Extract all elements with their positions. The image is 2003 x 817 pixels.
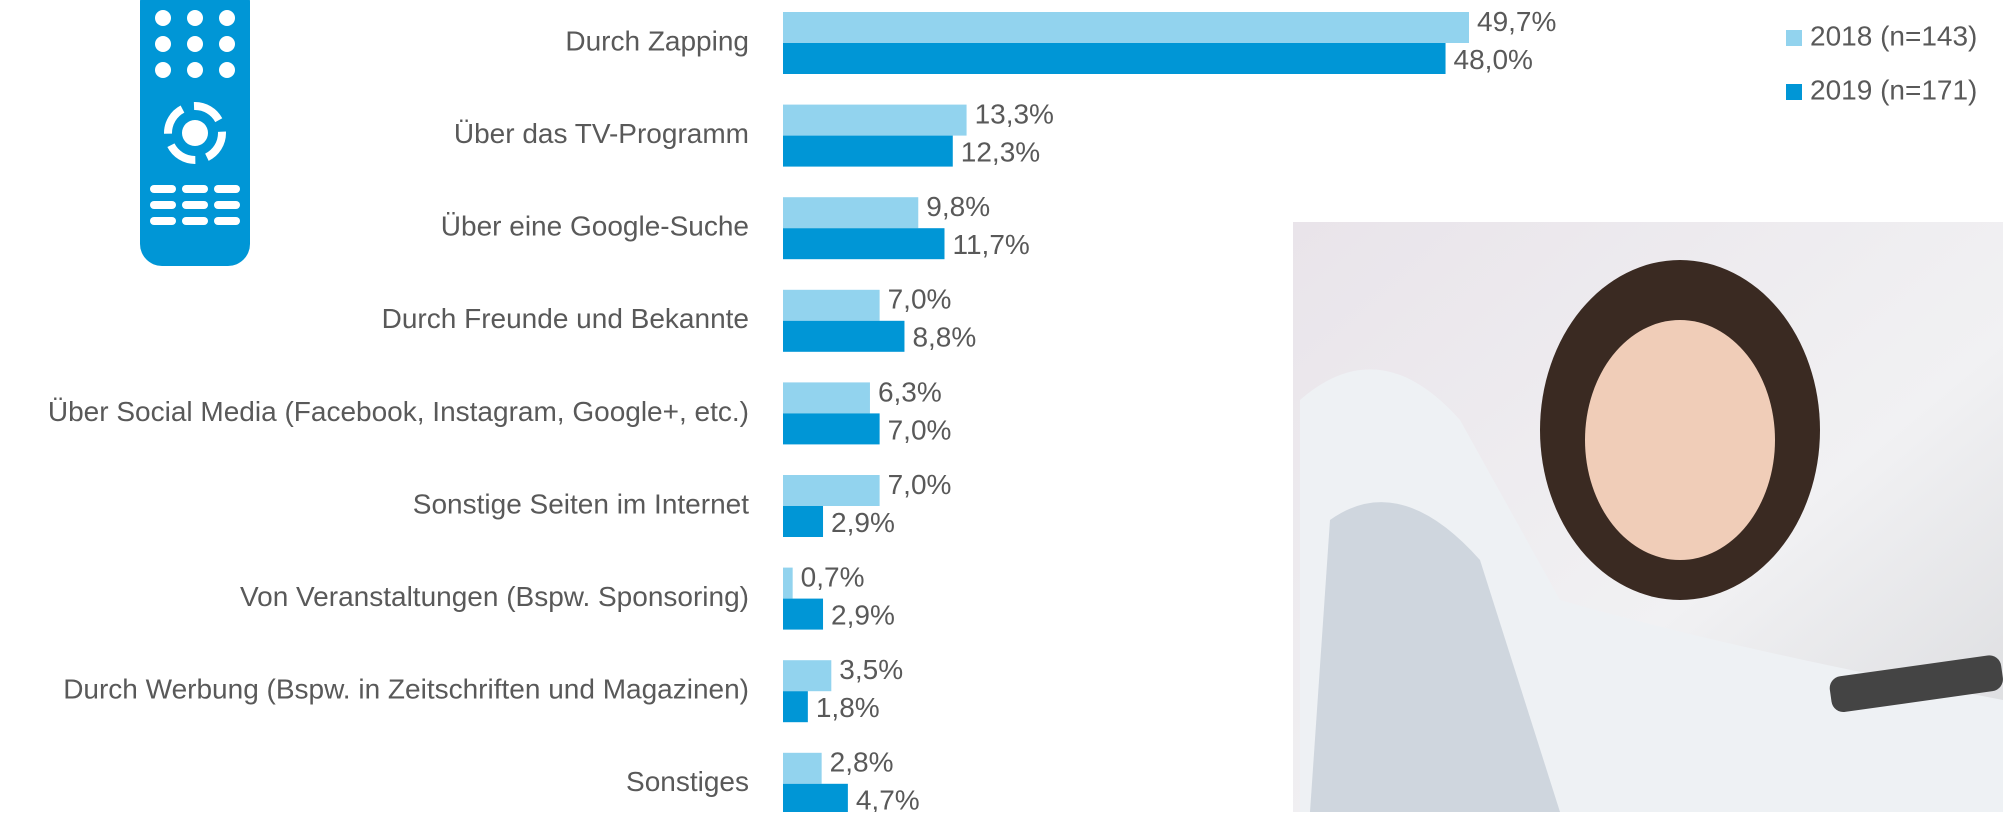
- value-label: 1,8%: [816, 692, 880, 723]
- bar: [783, 228, 944, 259]
- bar: [783, 691, 808, 722]
- bar: [783, 413, 880, 444]
- bar: [783, 43, 1446, 74]
- value-label: 13,3%: [975, 98, 1054, 129]
- value-label: 11,7%: [952, 229, 1029, 260]
- category-label: Über eine Google-Suche: [441, 211, 749, 242]
- bar: [783, 506, 823, 537]
- value-label: 6,3%: [878, 376, 942, 407]
- value-label: 48,0%: [1454, 44, 1533, 75]
- legend-label: 2019 (n=171): [1810, 74, 1977, 105]
- page: Durch Zapping 49,7% 48,0% Über das TV-Progr…: [0, 0, 2003, 812]
- value-label: 9,8%: [926, 191, 990, 222]
- bar: [783, 753, 822, 784]
- value-label: 7,0%: [888, 284, 952, 315]
- bar: [783, 12, 1469, 43]
- bar: [783, 568, 793, 599]
- category-label: Sonstiges: [626, 766, 749, 797]
- remote-icon: [140, 0, 250, 266]
- value-label: 2,9%: [831, 599, 895, 630]
- bar: [783, 475, 880, 506]
- value-label: 49,7%: [1477, 6, 1556, 37]
- bar: [783, 197, 918, 228]
- category-label: Durch Freunde und Bekannte: [382, 303, 749, 334]
- value-label: 4,7%: [856, 785, 920, 812]
- bar: [783, 321, 904, 352]
- value-label: 2,9%: [831, 507, 895, 538]
- value-label: 0,7%: [801, 561, 865, 592]
- value-label: 7,0%: [888, 469, 952, 500]
- bar: [783, 382, 870, 413]
- category-label: Über Social Media (Facebook, Instagram, …: [48, 396, 749, 427]
- value-label: 8,8%: [912, 322, 976, 353]
- category-label: Von Veranstaltungen (Bspw. Sponsoring): [240, 581, 749, 612]
- category-label: Durch Zapping: [565, 25, 749, 56]
- value-label: 2,8%: [830, 747, 894, 778]
- bar: [783, 660, 831, 691]
- legend-swatch: [1786, 30, 1802, 46]
- photo: [1293, 222, 2003, 812]
- chart: Durch Zapping 49,7% 48,0% Über das TV-Progr…: [0, 0, 2003, 812]
- legend-swatch: [1786, 84, 1802, 100]
- legend-label: 2018 (n=143): [1810, 20, 1977, 51]
- bar: [783, 290, 880, 321]
- bar: [783, 105, 967, 136]
- value-label: 7,0%: [888, 414, 952, 445]
- category-label: Sonstige Seiten im Internet: [413, 488, 749, 519]
- category-label: Durch Werbung (Bspw. in Zeitschriften un…: [63, 674, 749, 705]
- value-label: 12,3%: [961, 136, 1040, 167]
- category-label: Über das TV-Programm: [454, 118, 749, 149]
- bar: [783, 784, 848, 812]
- bar: [783, 136, 953, 167]
- value-label: 3,5%: [839, 654, 903, 685]
- bar: [783, 599, 823, 630]
